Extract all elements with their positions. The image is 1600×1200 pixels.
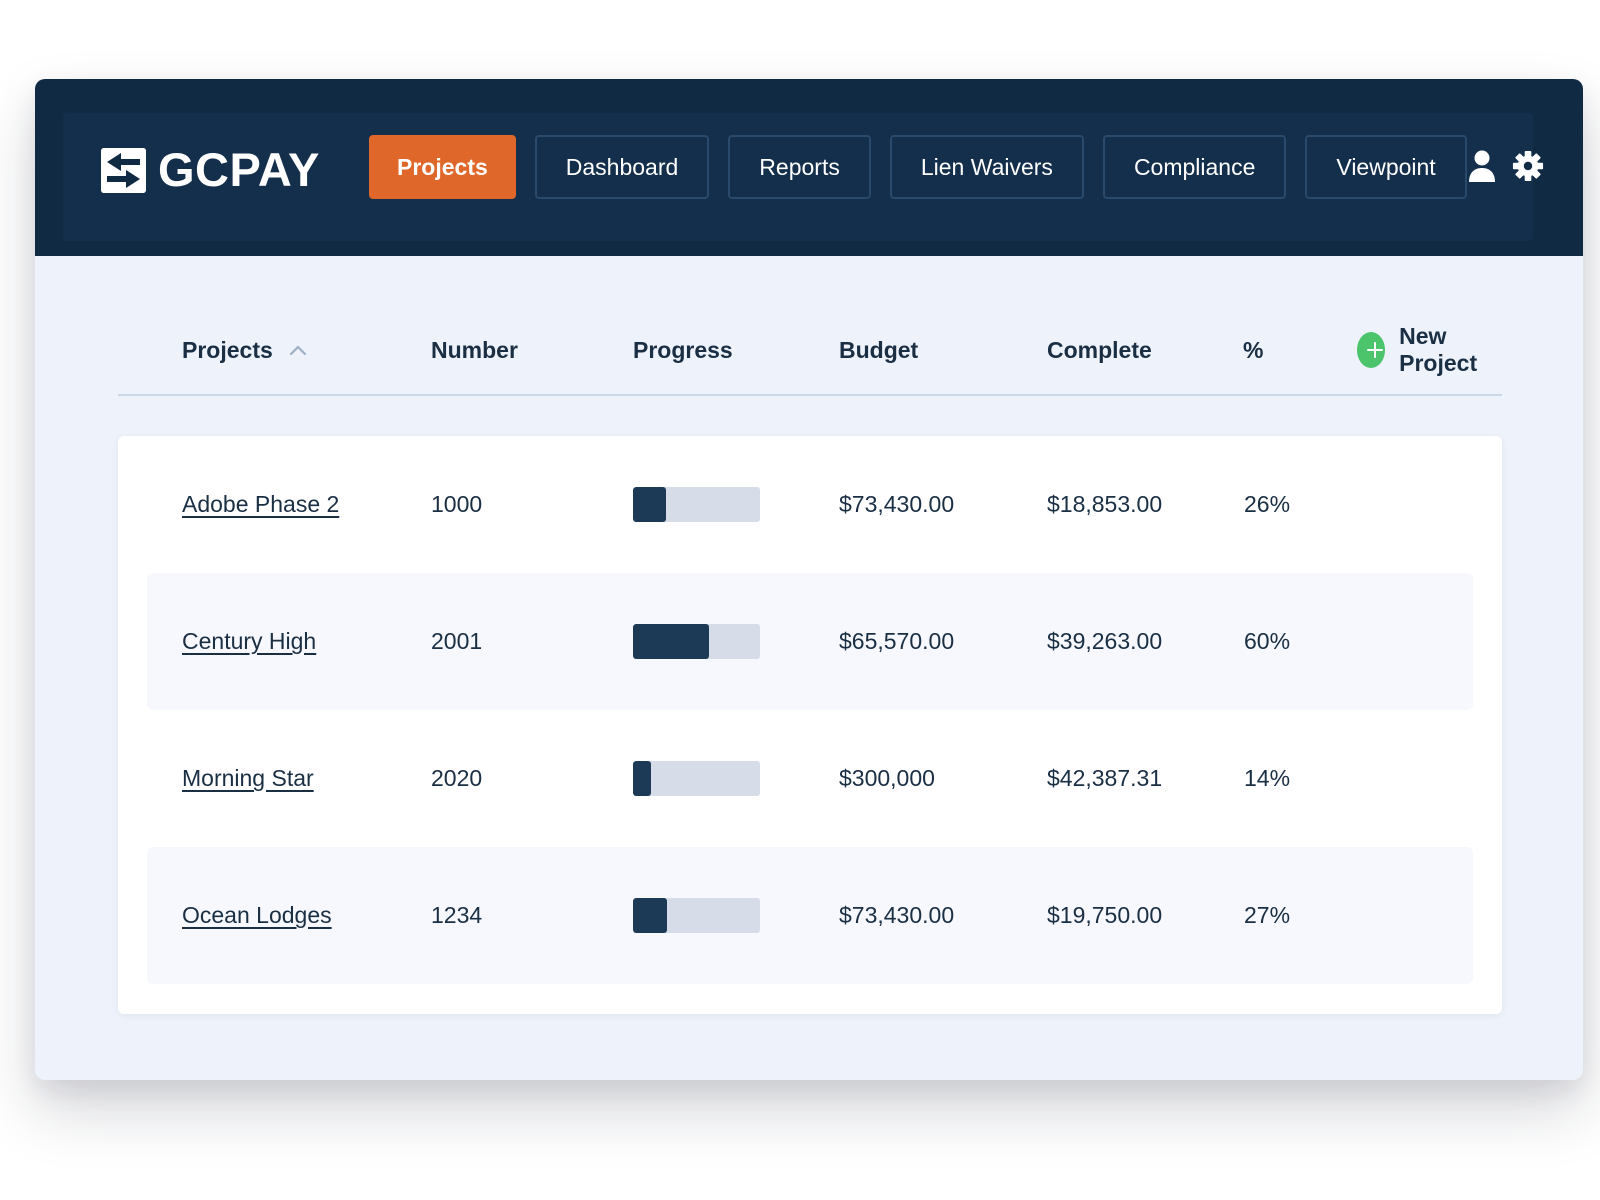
- project-budget: $65,570.00: [839, 628, 955, 654]
- user-icon[interactable]: [1466, 149, 1498, 183]
- nav-dashboard-button[interactable]: Dashboard: [534, 135, 710, 199]
- progress-bar-fill: [633, 761, 651, 796]
- plus-circle-icon: [1357, 332, 1386, 368]
- gear-icon[interactable]: [1512, 149, 1544, 183]
- table-row[interactable]: Adobe Phase 2 1000 $73,430.00 $18,853.00…: [147, 436, 1473, 573]
- column-header-percent[interactable]: %: [1243, 337, 1264, 363]
- project-percent: 27%: [1244, 902, 1291, 928]
- main-nav: Projects Dashboard Reports Lien Waivers …: [369, 135, 1467, 199]
- nav-projects-button[interactable]: Projects: [369, 135, 516, 199]
- topbar-inner-panel: [63, 113, 1533, 241]
- project-percent: 14%: [1244, 765, 1291, 791]
- column-header-projects[interactable]: Projects: [182, 332, 307, 394]
- column-header-budget[interactable]: Budget: [839, 337, 919, 363]
- projects-table: Adobe Phase 2 1000 $73,430.00 $18,853.00…: [118, 436, 1502, 1014]
- project-name-link[interactable]: Adobe Phase 2: [182, 491, 340, 517]
- project-name-link[interactable]: Century High: [182, 628, 317, 654]
- project-budget: $73,430.00: [839, 491, 955, 517]
- new-project-label: New Project: [1399, 323, 1478, 376]
- progress-bar: [633, 898, 760, 933]
- column-projects-label: Projects: [182, 337, 273, 363]
- app-window: GCPAY Projects Dashboard Reports Lien Wa…: [35, 79, 1583, 1080]
- project-name-link[interactable]: Ocean Lodges: [182, 902, 332, 928]
- progress-bar: [633, 487, 760, 522]
- nav-reports-button[interactable]: Reports: [728, 135, 871, 199]
- header-icons: [1466, 149, 1544, 183]
- column-header-complete[interactable]: Complete: [1047, 337, 1152, 363]
- logo-arrows-icon: [101, 147, 146, 193]
- new-project-button[interactable]: New Project: [1357, 323, 1502, 376]
- project-complete: $42,387.31: [1047, 765, 1163, 791]
- nav-viewpoint-button[interactable]: Viewpoint: [1305, 135, 1467, 199]
- table-row[interactable]: Ocean Lodges 1234 $73,430.00 $19,750.00 …: [147, 847, 1473, 984]
- progress-bar: [633, 624, 760, 659]
- logo-text: GCPAY: [158, 143, 320, 196]
- project-complete: $39,263.00: [1047, 628, 1163, 654]
- gcpay-logo[interactable]: GCPAY: [101, 143, 320, 196]
- table-row[interactable]: Morning Star 2020 $300,000 $42,387.31 14…: [147, 710, 1473, 847]
- column-header-progress[interactable]: Progress: [633, 337, 733, 363]
- progress-bar-fill: [633, 624, 710, 659]
- project-percent: 60%: [1244, 628, 1291, 654]
- progress-bar: [633, 761, 760, 796]
- progress-bar-fill: [633, 487, 667, 522]
- project-number: 2001: [431, 628, 483, 654]
- project-number: 1000: [431, 491, 483, 517]
- project-name-link[interactable]: Morning Star: [182, 765, 314, 791]
- project-percent: 26%: [1244, 491, 1291, 517]
- progress-bar-fill: [633, 898, 668, 933]
- project-number: 2020: [431, 765, 483, 791]
- nav-lien-waivers-button[interactable]: Lien Waivers: [889, 135, 1084, 199]
- project-budget: $300,000: [839, 765, 935, 791]
- chevron-up-icon[interactable]: [289, 344, 307, 356]
- top-navigation-bar: GCPAY Projects Dashboard Reports Lien Wa…: [35, 79, 1583, 256]
- column-header-number[interactable]: Number: [431, 337, 518, 363]
- project-complete: $18,853.00: [1047, 491, 1163, 517]
- nav-compliance-button[interactable]: Compliance: [1102, 135, 1287, 199]
- table-header: Projects Number Progress Budget Complete…: [118, 323, 1502, 396]
- table-row[interactable]: Century High 2001 $65,570.00 $39,263.00 …: [147, 573, 1473, 710]
- project-complete: $19,750.00: [1047, 902, 1163, 928]
- project-number: 1234: [431, 902, 483, 928]
- project-budget: $73,430.00: [839, 902, 955, 928]
